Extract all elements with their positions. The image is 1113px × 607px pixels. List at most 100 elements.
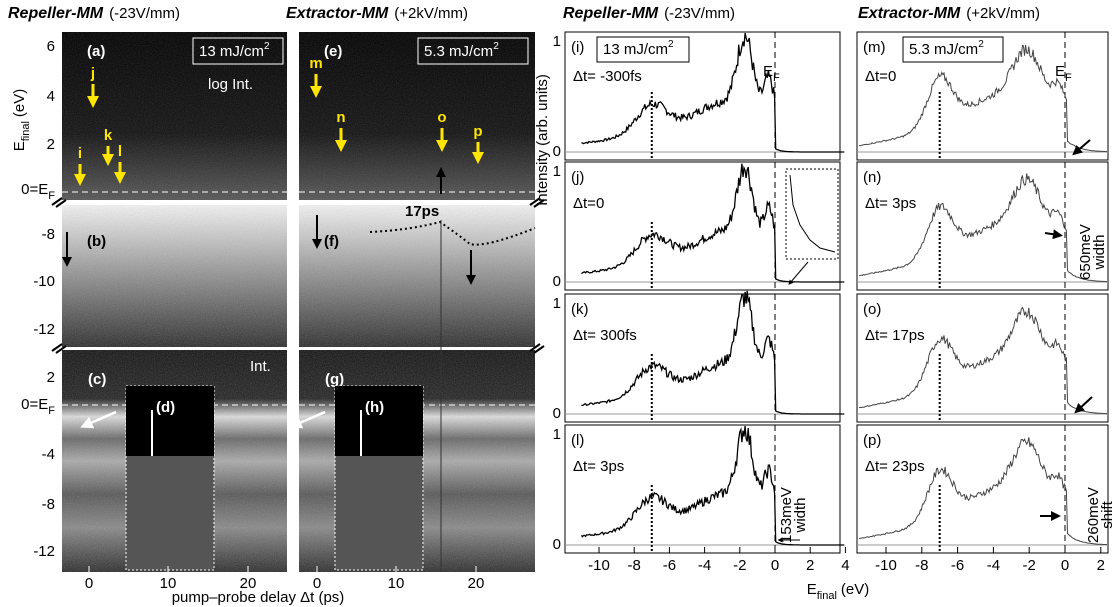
axis-break (529, 197, 545, 208)
panel-label: (g) (325, 371, 344, 388)
delay-label: Δt= 23ps (865, 458, 925, 475)
fluence-part: 2 (978, 39, 984, 50)
fluence-part: 2 (668, 39, 674, 50)
header: Repeller-MM (-23V/mm) (563, 5, 735, 22)
x-tick-label: 2 (1097, 557, 1105, 574)
y-tick-label-part: F (48, 190, 55, 202)
x-tick-label: 10 (160, 575, 177, 592)
y-tick-label: 2 (47, 136, 55, 153)
fluence-part: 13 mJ/cm (603, 41, 668, 58)
inset (785, 168, 839, 260)
spectrum-curve (859, 173, 1108, 283)
map-noise (62, 205, 287, 347)
x-axis-label-part: final (817, 590, 837, 602)
x-tick-label: -10 (588, 557, 610, 574)
panel-label: (l) (571, 432, 584, 449)
y-tick-label: 0 (553, 536, 561, 553)
header-name: Extractor-MM (286, 5, 389, 22)
x-tick-label: 20 (468, 575, 485, 592)
fluence-part: 13 mJ/cm (199, 43, 264, 60)
axis-break (51, 343, 67, 354)
delay-label: Δt= 17ps (865, 327, 925, 344)
y-tick-label: 0 (553, 143, 561, 160)
y-tick-label: 0 (553, 273, 561, 290)
feature-label: j (90, 65, 95, 82)
spectrum-curve (858, 306, 1108, 415)
panel-label: (a) (87, 43, 105, 60)
inset-top (126, 386, 214, 456)
x-axis-label-part: E (807, 581, 817, 598)
spectrum-curve (580, 425, 845, 546)
y-tick-label: 1 (553, 295, 561, 312)
fluence-part: 5.3 mJ/cm (424, 43, 493, 60)
x-tick-label: -8 (915, 557, 928, 574)
ef-label: EF (1055, 63, 1072, 84)
delay-label: Δt= 3ps (573, 458, 624, 475)
fluence: 5.3 mJ/cm2 (909, 39, 984, 58)
feature-label: i (78, 145, 82, 162)
panel-label: (d) (156, 399, 175, 416)
panel-label: (n) (863, 169, 881, 186)
y-tick-label: -8 (42, 226, 55, 243)
delay-label: Δt= 3ps (865, 195, 916, 212)
y-tick-label: 4 (47, 88, 55, 105)
y-tick-label: 0=EF (21, 396, 55, 417)
panel-label: (o) (863, 301, 881, 318)
spectrum-frame (564, 424, 841, 554)
x-tick-label: -10 (875, 557, 897, 574)
annotation: width (792, 497, 809, 533)
panel-label: (h) (365, 399, 384, 416)
x-tick-label: -6 (951, 557, 964, 574)
header-field: (+2kV/mm) (966, 5, 1040, 22)
spectrum-curve (581, 163, 845, 283)
feature-label: m (309, 55, 322, 72)
x-tick-label: 10 (388, 575, 405, 592)
arrow (289, 410, 326, 429)
x-tick-label: 0 (1061, 557, 1069, 574)
feature-label: k (104, 127, 113, 144)
header-name: Extractor-MM (858, 5, 961, 22)
map-noise (299, 205, 535, 347)
header: Extractor-MM (+2kV/mm) (858, 5, 1040, 22)
y-axis-label: Efinal (eV) (11, 89, 32, 152)
panel-label: (e) (324, 43, 342, 60)
annotation: width (1091, 234, 1108, 270)
delay-label: Δt=0 (865, 68, 896, 85)
y-tick-label: 6 (47, 38, 55, 55)
header: Repeller-MM (-23V/mm) (8, 5, 180, 22)
arrow (1074, 396, 1093, 414)
y-axis-label-part: final (20, 121, 32, 141)
feature-label: n (336, 109, 345, 126)
panel-label: (i) (571, 39, 584, 56)
x-tick-label: 2 (806, 557, 814, 574)
arrow (1072, 139, 1091, 156)
ef-label: EF (763, 63, 780, 84)
y-axis-label-part: (eV) (11, 89, 28, 117)
panel-label: (p) (863, 432, 881, 449)
ef-label-part: F (1065, 72, 1072, 84)
y-tick-label: 1 (553, 33, 561, 50)
header-name: Repeller-MM (8, 5, 104, 22)
fluence-box (596, 36, 690, 63)
spectrum-frame (856, 31, 1109, 161)
fluence-part: 2 (493, 41, 499, 52)
x-tick-label: 0 (85, 575, 93, 592)
header: Extractor-MM (+2kV/mm) (286, 5, 468, 22)
fluence-box (192, 37, 284, 65)
fluence-box (417, 37, 529, 65)
spectrum-frame (856, 293, 1109, 423)
x-axis-label: Efinal (eV) (807, 581, 870, 602)
panel-label: (f) (324, 233, 339, 250)
delay-label: 17ps (405, 203, 439, 220)
fluence: 13 mJ/cm2 (199, 41, 270, 60)
y-axis-label: Intensity (arb. units) (534, 74, 551, 206)
spectrum-curve (581, 290, 845, 415)
ef-label-part: E (763, 63, 773, 80)
x-tick-label: 4 (841, 557, 849, 574)
spectrum-curve (859, 437, 1108, 546)
x-axis-label-part: (eV) (841, 581, 869, 598)
annotation: 650meV (1077, 224, 1094, 280)
ef-label-part: F (773, 72, 780, 84)
x-tick-label: 0 (771, 557, 779, 574)
